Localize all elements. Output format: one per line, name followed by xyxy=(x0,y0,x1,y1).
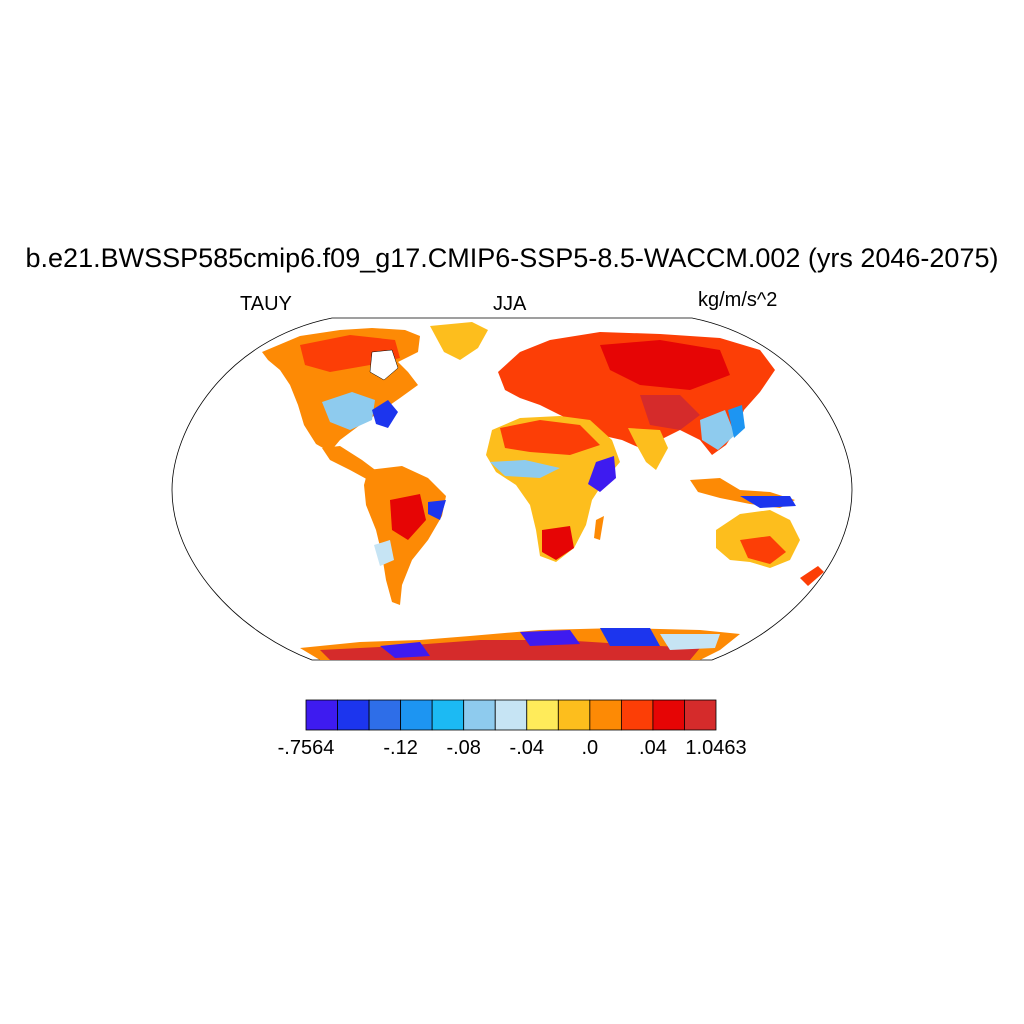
antarctica-light-patch xyxy=(660,634,720,650)
central-asia-dark-patch xyxy=(640,395,700,430)
indonesia-blue-patch xyxy=(740,496,796,508)
colorbar-label: -.7564 xyxy=(277,737,335,759)
south-america-light-patch xyxy=(374,540,394,566)
antarctica-blue-patch-3 xyxy=(600,628,660,646)
east-asia-blue-patch xyxy=(700,410,735,450)
india-landmass xyxy=(628,428,668,470)
central-america-landmass xyxy=(322,446,378,482)
colorbar-swatch xyxy=(305,699,338,731)
colorbar-swatch xyxy=(494,699,528,731)
colorbar-swatch xyxy=(526,699,559,731)
antarctica-blue-patch-1 xyxy=(380,642,430,658)
southern-africa-red xyxy=(542,526,574,560)
colorbar-swatch xyxy=(557,699,591,731)
south-america-red-patch xyxy=(390,494,426,540)
colorbar-label: -.08 xyxy=(446,737,481,759)
sahara-red-patch xyxy=(500,420,600,455)
colorbar-swatch xyxy=(652,699,685,731)
colorbar-label: 1.0463 xyxy=(685,737,747,759)
colorbar-label: .04 xyxy=(639,737,667,759)
colorbar-swatch xyxy=(684,699,717,731)
season-label: JJA xyxy=(493,293,527,315)
us-east-coast-blue xyxy=(372,400,398,428)
colorbar-label: -.04 xyxy=(509,737,544,759)
greenland-landmass xyxy=(430,322,488,360)
colorbar-swatch xyxy=(400,699,433,731)
variable-label: TAUY xyxy=(240,293,292,315)
colorbar-label: -.12 xyxy=(383,737,418,759)
colorbar-swatch xyxy=(589,699,622,731)
figure-title: b.e21.BWSSP585cmip6.f09_g17.CMIP6-SSP5-8… xyxy=(25,243,999,273)
siberia-dark-patch xyxy=(600,340,730,390)
africa-landmass xyxy=(486,416,620,562)
colorbar-swatch xyxy=(368,699,402,731)
colorbar-swatch xyxy=(337,699,370,731)
madagascar-landmass xyxy=(594,516,604,540)
colorbar-swatch xyxy=(463,699,496,731)
east-asia-coast-blue xyxy=(728,405,745,438)
us-east-blue-patch xyxy=(322,392,375,430)
units-label: kg/m/s^2 xyxy=(698,289,778,311)
colorbar-swatch xyxy=(431,699,465,731)
colorbar-swatch xyxy=(620,699,654,731)
horn-of-africa-blue xyxy=(588,456,616,492)
sahel-blue-patch xyxy=(490,460,560,478)
new-zealand-landmass xyxy=(800,566,824,586)
hudson-bay xyxy=(369,349,399,381)
antarctica-blue-patch-2 xyxy=(520,630,580,646)
australia-red-patch xyxy=(740,536,786,564)
colorbar-label: .0 xyxy=(581,737,599,759)
brazil-blue-patch xyxy=(428,500,446,520)
